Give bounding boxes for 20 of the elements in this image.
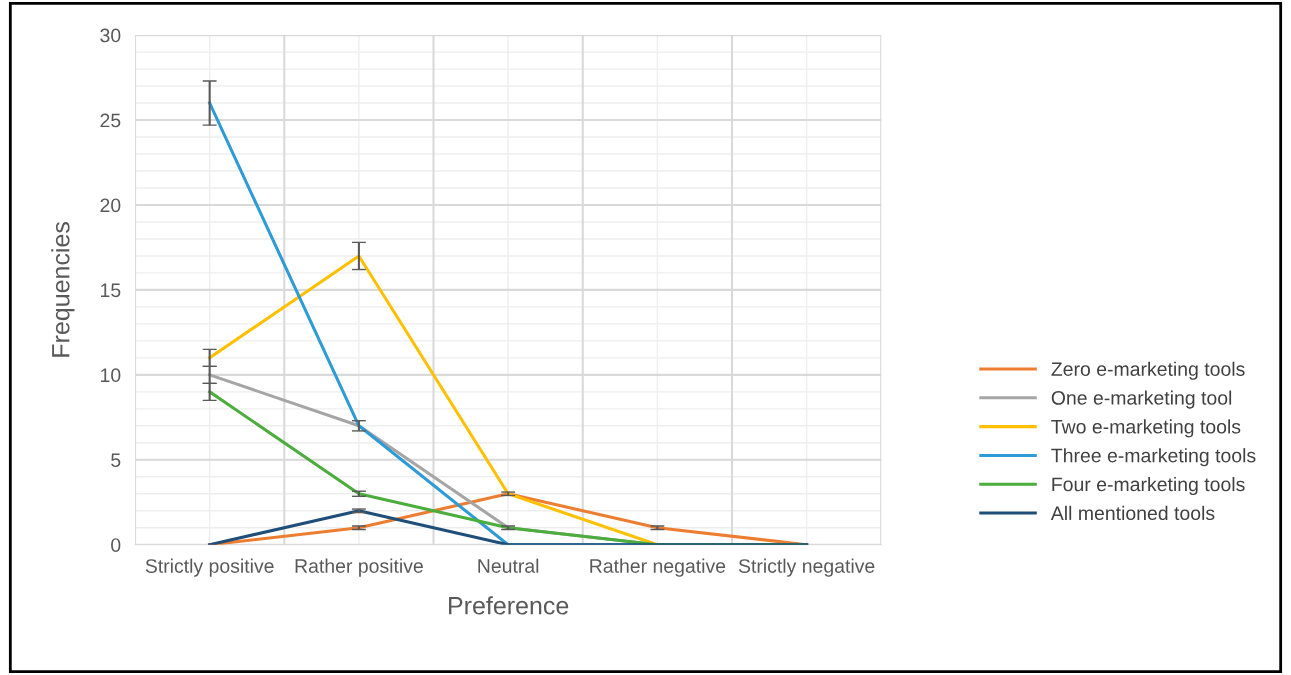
y-tick-label: 5 [111, 453, 121, 468]
y-axis-title: Frequencies [51, 222, 75, 357]
y-tick-label: 15 [101, 283, 121, 298]
legend-label: All mentioned tools [1050, 505, 1215, 521]
x-tick-label: Strictly negative [738, 558, 875, 577]
y-tick-label: 0 [111, 538, 121, 552]
legend-label: One e-marketing tool [1051, 390, 1232, 409]
x-tick-label: Rather positive [295, 558, 423, 577]
x-tick-label: Rather negative [590, 558, 726, 577]
y-tick-label: 30 [100, 28, 121, 43]
x-tick-label: Neutral [478, 558, 539, 573]
x-tick-label: Strictly positive [145, 558, 274, 577]
y-tick-label: 25 [100, 113, 121, 128]
y-tick-label: 20 [100, 198, 121, 213]
legend-label: Zero e-marketing tools [1051, 361, 1245, 380]
y-tick-label: 10 [101, 368, 121, 383]
x-axis-title: Preference [449, 596, 569, 615]
legend-label: Three e-marketing tools [1051, 448, 1256, 467]
legend-label: Two e-marketing tools [1051, 419, 1241, 438]
legend-label: Four e-marketing tools [1052, 476, 1245, 496]
